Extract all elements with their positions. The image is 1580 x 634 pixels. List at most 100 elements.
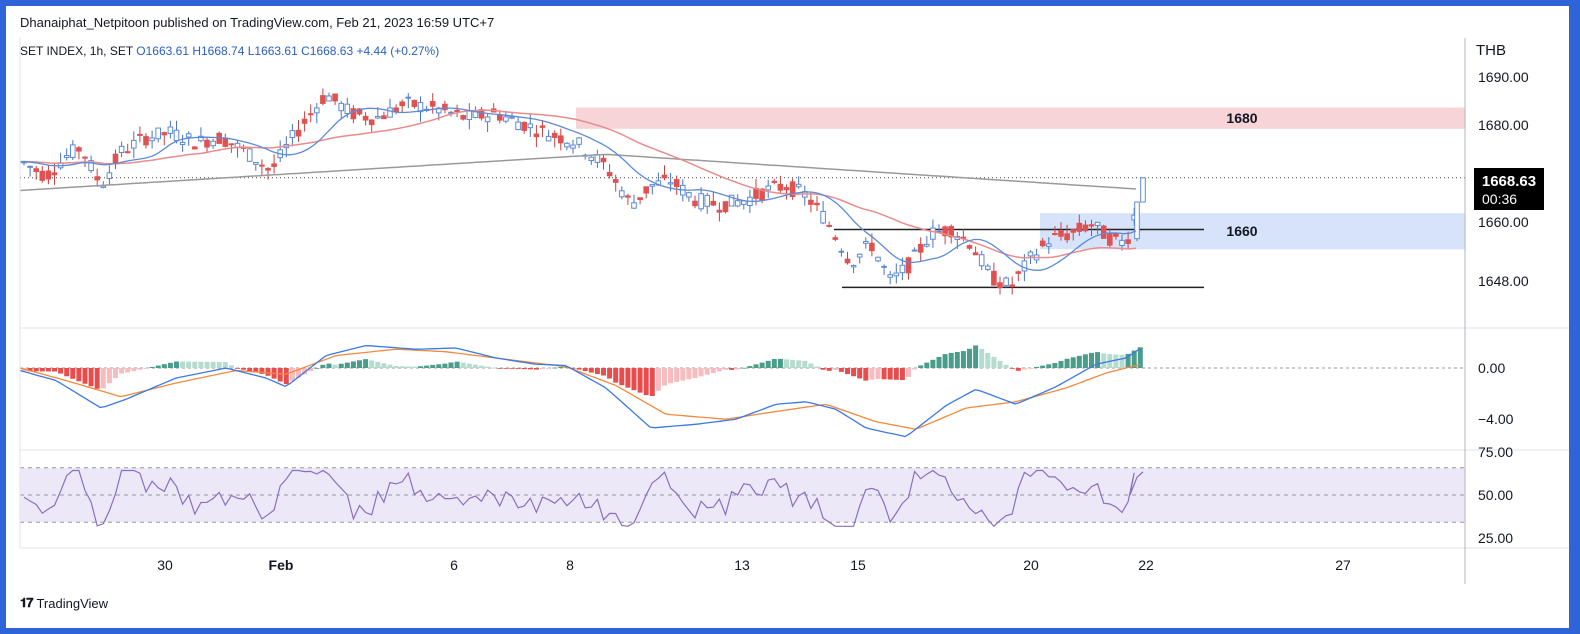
macd-histogram-bar <box>363 359 369 368</box>
candle <box>350 108 357 120</box>
macd-histogram-bar <box>70 368 76 379</box>
macd-histogram-bar <box>137 368 143 370</box>
candle <box>887 274 894 278</box>
macd-histogram-bar <box>869 368 875 380</box>
macd-histogram-bar <box>680 368 686 381</box>
candle <box>399 101 405 107</box>
candle <box>460 115 466 120</box>
macd-histogram-bar <box>576 368 582 370</box>
candle <box>991 270 997 286</box>
price-tick-label: 1648.00 <box>1478 273 1529 289</box>
rsi-tick-label: 50.00 <box>1478 487 1513 503</box>
candle <box>387 107 393 118</box>
macd-histogram-bar <box>1009 368 1015 369</box>
macd-histogram-bar <box>899 368 905 381</box>
time-tick-label: 6 <box>450 557 458 573</box>
candle <box>881 265 887 268</box>
macd-histogram-bar <box>94 368 100 389</box>
last-price-badge <box>1474 168 1544 210</box>
macd-histogram-bar <box>265 368 271 376</box>
macd-histogram-bar <box>631 368 637 391</box>
macd-histogram-bar <box>283 368 289 385</box>
candle <box>673 179 680 188</box>
macd-histogram-bar <box>1058 360 1064 368</box>
macd-histogram-bar <box>960 351 966 368</box>
macd-histogram-bar <box>796 360 802 368</box>
macd-histogram-bar <box>601 368 606 376</box>
macd-histogram-bar <box>485 366 491 368</box>
rsi-line <box>23 469 1144 528</box>
macd-histogram-bar <box>985 352 991 368</box>
macd-histogram-bar <box>442 363 448 368</box>
macd-histogram-bar <box>625 368 631 388</box>
candle <box>643 186 650 194</box>
zone-label-1660: 1660 <box>1226 223 1257 239</box>
macd-histogram-bar <box>1028 368 1033 369</box>
candle <box>606 171 613 177</box>
candle <box>417 102 424 113</box>
macd-histogram-bar <box>954 351 960 368</box>
macd-histogram-bar <box>222 362 228 368</box>
candle <box>899 264 906 274</box>
macd-histogram-bar <box>88 368 94 387</box>
candle <box>533 133 540 138</box>
macd-histogram-bar <box>314 367 320 369</box>
candle <box>137 133 143 136</box>
time-tick-label: 27 <box>1335 557 1351 573</box>
macd-histogram-bar <box>296 368 301 378</box>
macd-histogram-bar <box>838 368 844 372</box>
time-tick-label: 13 <box>734 557 750 573</box>
candle <box>307 113 314 116</box>
macd-histogram-bar <box>460 362 466 368</box>
price-tick-label: 1680.00 <box>1478 117 1529 133</box>
candle <box>551 132 558 138</box>
macd-histogram-bar <box>1082 354 1088 368</box>
macd-histogram-bar <box>912 368 918 370</box>
candle <box>381 115 387 120</box>
macd-histogram-bar <box>710 368 716 374</box>
candle <box>1088 224 1095 227</box>
candle <box>826 224 833 227</box>
macd-histogram-bar <box>344 362 350 368</box>
rsi-tick-label: 75.00 <box>1478 444 1513 460</box>
macd-histogram-bar <box>247 368 253 372</box>
macd-histogram-bar <box>619 368 625 386</box>
candle <box>856 253 863 258</box>
candle <box>259 164 265 167</box>
rsi-tick-label: 25.00 <box>1478 530 1513 546</box>
macd-histogram-bar <box>119 368 125 374</box>
candle <box>893 272 900 277</box>
candle <box>905 257 912 274</box>
macd-histogram-bar <box>515 368 521 369</box>
candle <box>850 264 857 268</box>
macd-histogram-bar <box>668 368 674 384</box>
chart-canvas[interactable]: 1680 1660 SET INDEX, 1h, SET O1663.61 H166… <box>6 6 1569 628</box>
macd-histogram-bar <box>33 368 39 372</box>
candle <box>716 209 723 213</box>
macd-histogram-bar <box>491 367 497 369</box>
macd-histogram-bar <box>570 368 576 369</box>
macd-histogram-bar <box>936 356 942 368</box>
macd-histogram-bar <box>350 361 356 368</box>
macd-histogram-bar <box>765 360 771 368</box>
candle <box>734 200 741 207</box>
candle <box>39 170 46 181</box>
candle <box>875 256 881 262</box>
macd-histogram-bar <box>375 361 381 368</box>
macd-histogram-bar <box>820 368 826 370</box>
candle <box>704 194 711 207</box>
macd-histogram-bar <box>723 368 728 370</box>
macd-histogram-bar <box>906 368 911 378</box>
candle <box>155 127 161 140</box>
macd-histogram-bar <box>729 368 735 370</box>
macd-histogram-bar <box>991 356 997 368</box>
candle <box>173 129 180 142</box>
candle <box>838 250 845 253</box>
macd-histogram-bar <box>808 363 814 368</box>
candle <box>484 116 491 123</box>
macd-histogram-bar <box>643 368 649 396</box>
candle <box>930 227 936 240</box>
macd-histogram-bar <box>558 366 564 368</box>
candle <box>1107 232 1113 246</box>
macd-histogram-bar <box>924 362 930 368</box>
